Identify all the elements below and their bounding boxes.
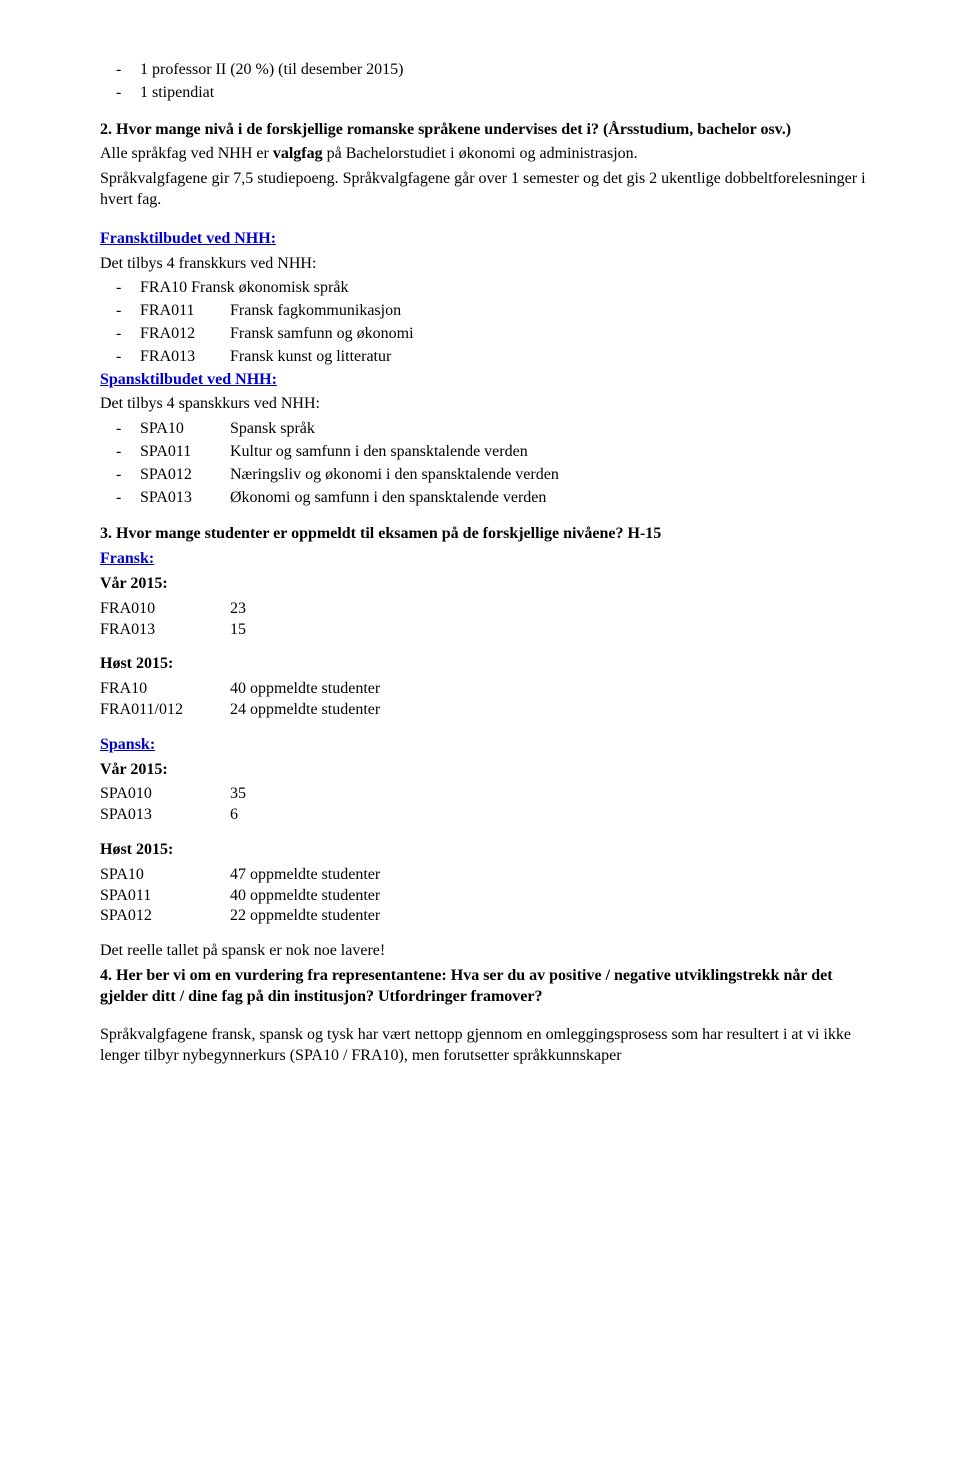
text: Fransk økonomisk språk	[191, 279, 348, 296]
table-row: FRA011/01224 oppmeldte studenter	[100, 700, 380, 721]
code: SPA011	[100, 886, 230, 907]
text: Kultur og samfunn i den spansktalende ve…	[230, 443, 528, 460]
sp-host-table: SPA1047 oppmeldte studenter SPA01140 opp…	[100, 865, 380, 927]
vaar-label: Vår 2015:	[100, 574, 880, 595]
table-row: FRA01023	[100, 599, 246, 620]
spansk-label: Spansk:	[100, 735, 880, 756]
text-bold: valgfag	[273, 145, 323, 162]
value: 35	[230, 784, 246, 805]
text: Fransk samfunn og økonomi	[230, 325, 414, 342]
fr-vaar-table: FRA01023 FRA01315	[100, 599, 246, 641]
sp-vaar-table: SPA01035 SPA0136	[100, 784, 246, 826]
q4-heading: 4. Her ber vi om en vurdering fra repres…	[100, 966, 880, 1008]
text: på Bachelorstudiet i økonomi og administ…	[323, 145, 638, 162]
table-row: FRA1040 oppmeldte studenter	[100, 679, 380, 700]
table-row: FRA01315	[100, 620, 246, 641]
value: 22 oppmeldte studenter	[230, 906, 380, 927]
q2-body-2: Språkvalgfagene gir 7,5 studiepoeng. Spr…	[100, 169, 880, 211]
host-label: Høst 2015:	[100, 654, 880, 675]
table-row: SPA0136	[100, 805, 246, 826]
value: 24 oppmeldte studenter	[230, 700, 380, 721]
fransk-lead: Det tilbys 4 franskkurs ved NHH:	[100, 254, 880, 275]
list-item: SPA10Spansk språk	[140, 419, 880, 440]
table-row: SPA1047 oppmeldte studenter	[100, 865, 380, 886]
list-item: 1 professor II (20 %) (til desember 2015…	[140, 60, 880, 81]
list-item: FRA011Fransk fagkommunikasjon	[140, 301, 880, 322]
spansk-list: SPA10Spansk språk SPA011Kultur og samfun…	[140, 419, 880, 508]
text: Næringsliv og økonomi i den spansktalend…	[230, 466, 559, 483]
text: Fransk fagkommunikasjon	[230, 302, 401, 319]
value: 6	[230, 805, 246, 826]
code: SPA10	[100, 865, 230, 886]
text: Spansk språk	[230, 420, 315, 437]
code: FRA012	[140, 324, 230, 345]
fransk-list: FRA10 Fransk økonomisk språk FRA011Frans…	[140, 278, 880, 367]
list-item: SPA011Kultur og samfunn i den spansktale…	[140, 442, 880, 463]
code: SPA012	[100, 906, 230, 927]
spansk-lead: Det tilbys 4 spanskkurs ved NHH:	[100, 394, 880, 415]
text: Alle språkfag ved NHH er	[100, 145, 273, 162]
list-item: FRA013Fransk kunst og litteratur	[140, 347, 880, 368]
list-item: 1 stipendiat	[140, 83, 880, 104]
q2-block: 2. Hvor mange nivå i de forskjellige rom…	[100, 120, 880, 211]
code: SPA010	[100, 784, 230, 805]
code: SPA013	[100, 805, 230, 826]
list-item: FRA10 Fransk økonomisk språk	[140, 278, 880, 299]
q2-body: Alle språkfag ved NHH er valgfag på Bach…	[100, 144, 880, 165]
q2-heading: 2. Hvor mange nivå i de forskjellige rom…	[100, 120, 880, 141]
fransk-heading: Fransktilbudet ved NHH:	[100, 229, 880, 250]
value: 40 oppmeldte studenter	[230, 886, 380, 907]
spansk-section: Spansktilbudet ved NHH: Det tilbys 4 spa…	[100, 370, 880, 509]
table-row: SPA01035	[100, 784, 246, 805]
text: Fransk kunst og litteratur	[230, 348, 391, 365]
host-label-2: Høst 2015:	[100, 840, 880, 861]
code: SPA013	[140, 488, 230, 509]
value: 47 oppmeldte studenter	[230, 865, 380, 886]
code: SPA012	[140, 465, 230, 486]
table-row: SPA01140 oppmeldte studenter	[100, 886, 380, 907]
vaar-label-2: Vår 2015:	[100, 760, 880, 781]
code: FRA011/012	[100, 700, 230, 721]
q3-block: 3. Hvor mange studenter er oppmeldt til …	[100, 524, 880, 927]
spansk-heading: Spansktilbudet ved NHH:	[100, 370, 880, 391]
code: FRA10	[140, 279, 187, 296]
value: 15	[230, 620, 246, 641]
list-item: SPA013Økonomi og samfunn i den spansktal…	[140, 488, 880, 509]
fransk-section: Fransktilbudet ved NHH: Det tilbys 4 fra…	[100, 229, 880, 368]
code: FRA013	[140, 347, 230, 368]
value: 40 oppmeldte studenter	[230, 679, 380, 700]
table-row: SPA01222 oppmeldte studenter	[100, 906, 380, 927]
code: FRA011	[140, 301, 230, 322]
text: Økonomi og samfunn i den spansktalende v…	[230, 489, 546, 506]
list-item: FRA012Fransk samfunn og økonomi	[140, 324, 880, 345]
fr-host-table: FRA1040 oppmeldte studenter FRA011/01224…	[100, 679, 380, 721]
fransk-label: Fransk:	[100, 549, 880, 570]
code: FRA10	[100, 679, 230, 700]
code: SPA10	[140, 419, 230, 440]
staff-list: 1 professor II (20 %) (til desember 2015…	[140, 60, 880, 104]
value: 23	[230, 599, 246, 620]
code: FRA010	[100, 599, 230, 620]
code: FRA013	[100, 620, 230, 641]
tail-para: Språkvalgfagene fransk, spansk og tysk h…	[100, 1025, 880, 1067]
note: Det reelle tallet på spansk er nok noe l…	[100, 941, 880, 962]
list-item: SPA012Næringsliv og økonomi i den spansk…	[140, 465, 880, 486]
code: SPA011	[140, 442, 230, 463]
q3-heading: 3. Hvor mange studenter er oppmeldt til …	[100, 524, 880, 545]
